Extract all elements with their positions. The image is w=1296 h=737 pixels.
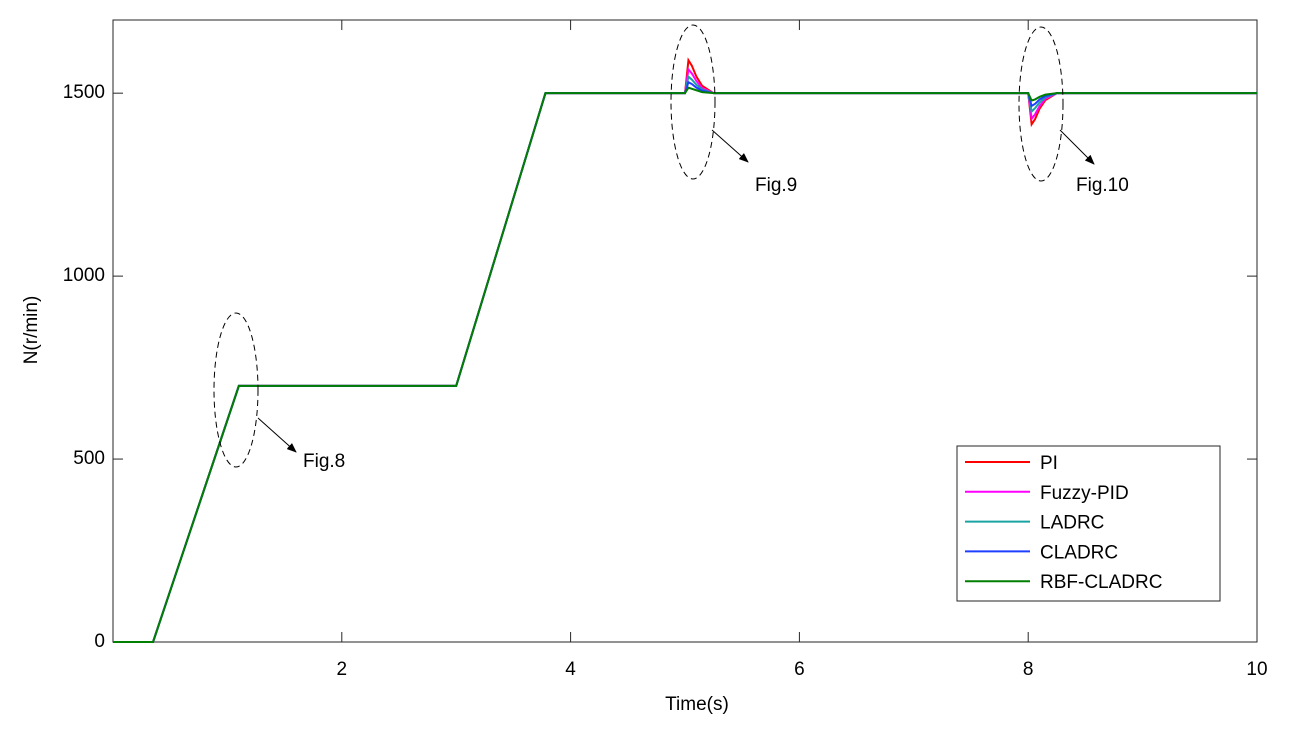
annotation-ellipse (1018, 26, 1064, 182)
legend-box (956, 445, 1221, 602)
y-axis-label: N(r/min) (21, 296, 42, 365)
annotation-arrow (711, 129, 749, 163)
annotation-ellipse (670, 24, 716, 180)
legend-label: RBF-CLADRC (1040, 572, 1162, 593)
annotation-label: Fig.10 (1076, 175, 1129, 196)
annotation-arrow (257, 417, 297, 453)
x-axis-label: Time(s) (665, 694, 729, 715)
annotation-arrow (1059, 129, 1095, 165)
y-tick-label: 1000 (63, 265, 105, 286)
x-tick-label: 10 (1246, 659, 1267, 680)
legend-label: LADRC (1040, 513, 1104, 534)
y-tick-label: 500 (73, 448, 105, 469)
annotation-label: Fig.8 (303, 451, 345, 472)
x-tick-label: 4 (565, 659, 576, 680)
plot-frame (112, 19, 1258, 643)
annotation-ellipse (213, 312, 259, 468)
annotation-label: Fig.9 (755, 175, 797, 196)
legend-label: CLADRC (1040, 542, 1118, 563)
x-tick-label: 6 (794, 659, 805, 680)
legend-label: Fuzzy-PID (1040, 483, 1129, 504)
legend-label: PI (1040, 453, 1058, 474)
y-tick-label: 0 (94, 631, 105, 652)
y-tick-label: 1500 (63, 82, 105, 103)
x-tick-label: 8 (1023, 659, 1034, 680)
x-tick-label: 2 (337, 659, 348, 680)
line-series (113, 86, 1257, 643)
